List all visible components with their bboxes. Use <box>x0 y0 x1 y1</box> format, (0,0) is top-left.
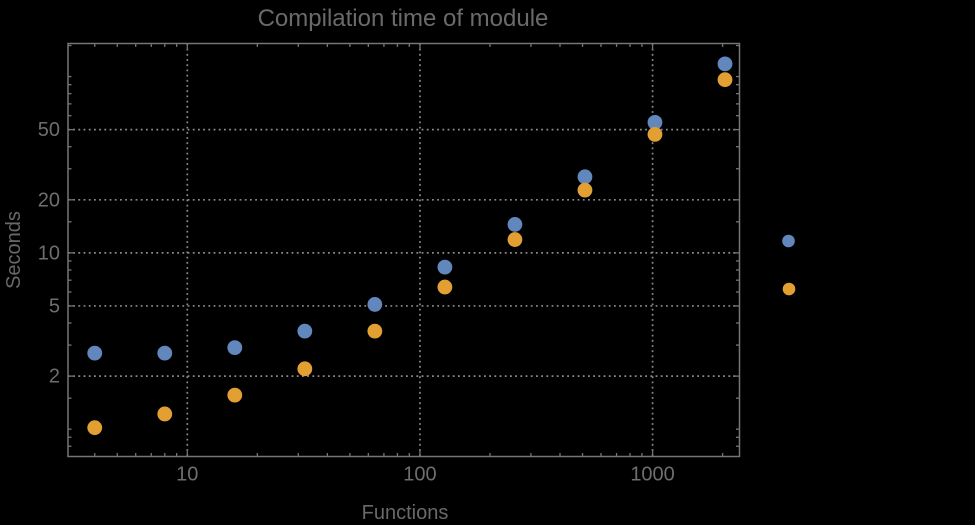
data-point-series-1-blue <box>577 169 593 185</box>
data-point-series-2-orange <box>227 387 243 403</box>
data-point-series-1-blue <box>717 56 733 72</box>
data-point-series-1-blue <box>297 323 313 339</box>
data-point-series-1-blue <box>87 345 103 361</box>
x-tick-label: 1000 <box>630 464 675 486</box>
y-axis-label: Seconds <box>3 211 25 289</box>
legend-group <box>782 234 796 296</box>
data-point-series-2-orange <box>367 323 383 339</box>
data-point-series-1-blue <box>507 217 523 232</box>
data-point-series-1-blue <box>437 259 453 275</box>
gridlines-group <box>68 43 740 457</box>
x-tick-label: 100 <box>403 464 436 486</box>
plot-frame <box>67 42 741 458</box>
legend-marker-2 <box>782 282 796 296</box>
x-tick-label: 10 <box>176 464 198 486</box>
legend-marker-1 <box>782 234 795 248</box>
y-tick-label: 2 <box>49 366 60 388</box>
data-point-series-1-blue <box>367 297 383 312</box>
data-point-series-1-blue <box>647 114 663 130</box>
data-point-series-2-orange <box>577 182 593 198</box>
data-points-group <box>87 56 733 436</box>
y-tick-label: 20 <box>38 189 60 211</box>
data-point-series-2-orange <box>297 361 313 377</box>
data-point-series-1-blue <box>157 345 173 361</box>
x-axis-label: Functions <box>362 502 449 524</box>
tick-labels-group: 10 100 1000 2 5 10 20 50 <box>38 119 675 485</box>
y-tick-label: 10 <box>38 242 60 264</box>
data-point-series-1-blue <box>227 340 243 356</box>
data-point-series-2-orange <box>437 279 453 295</box>
y-tick-label: 5 <box>49 295 60 317</box>
frame-group <box>67 42 741 458</box>
chart-title: Compilation time of module <box>258 5 549 32</box>
data-point-series-2-orange <box>157 406 173 422</box>
data-point-series-2-orange <box>717 72 733 88</box>
data-point-series-2-orange <box>647 126 663 142</box>
ticks-group <box>68 43 740 457</box>
y-tick-label: 50 <box>38 119 60 141</box>
data-point-series-2-orange <box>87 420 103 436</box>
data-point-series-2-orange <box>507 232 523 247</box>
